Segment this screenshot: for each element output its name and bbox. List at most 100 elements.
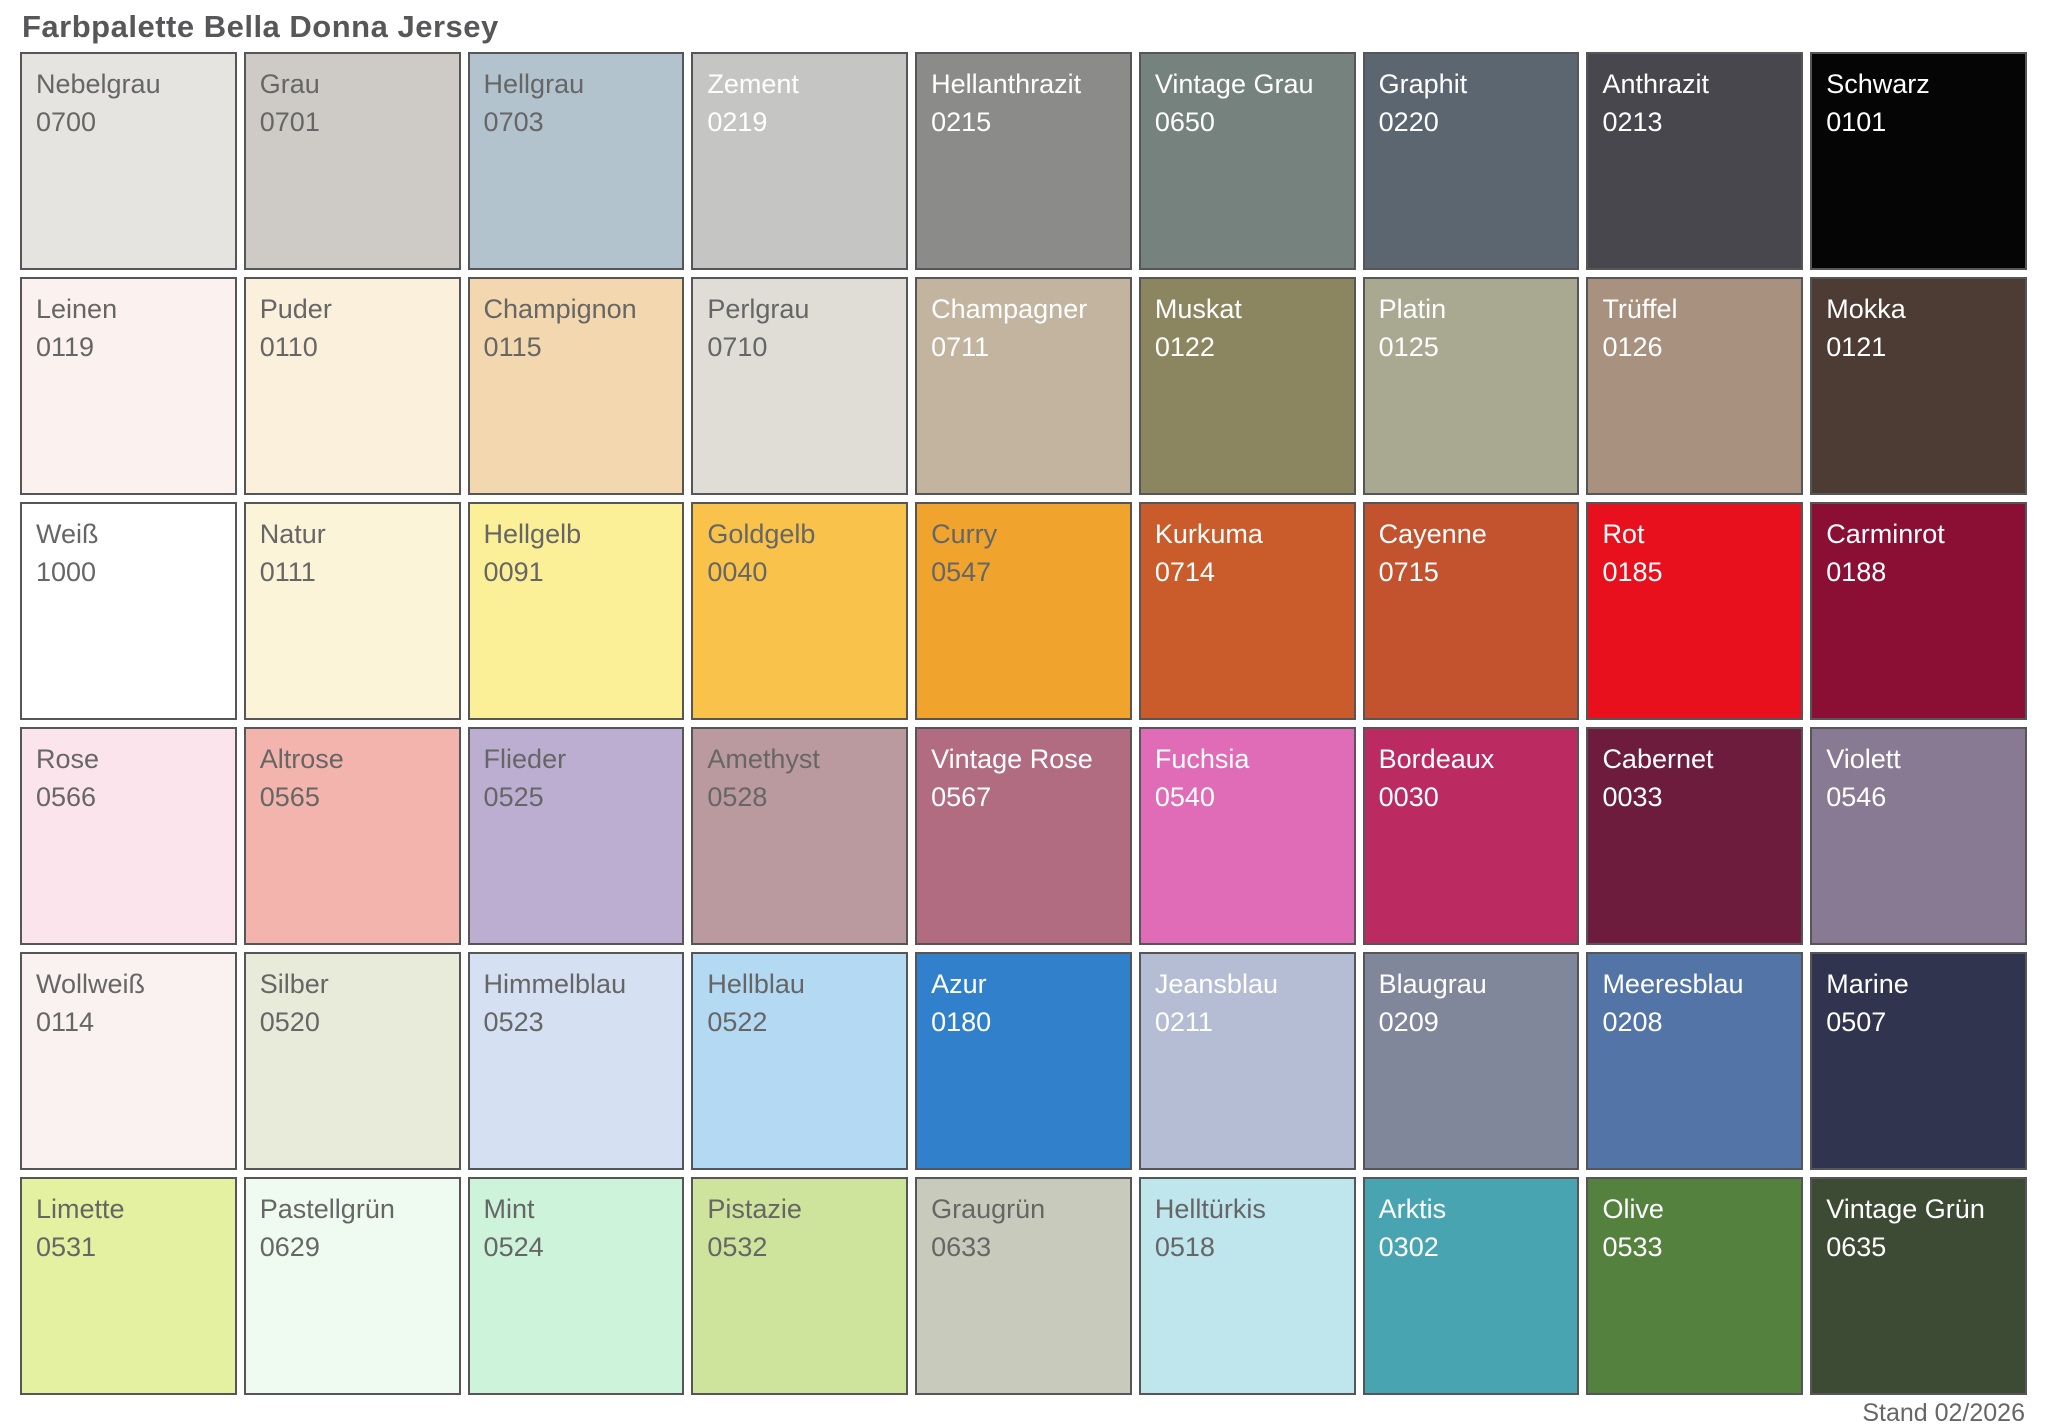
swatch-name: Champignon xyxy=(483,294,637,325)
color-swatch-rose: Rose 0566 xyxy=(20,727,237,946)
swatch-name: Hellgelb xyxy=(483,519,582,550)
swatch-name: Trüffel xyxy=(1602,294,1678,325)
swatch-name: Mint xyxy=(483,1194,535,1225)
swatch-code: 0115 xyxy=(483,331,542,362)
swatch-code: 0119 xyxy=(36,331,95,362)
swatch-name: Hellanthrazit xyxy=(931,69,1082,100)
color-swatch-nebelgrau: Nebelgrau 0700 xyxy=(20,52,237,271)
swatch-code: 0215 xyxy=(931,106,992,137)
color-swatch-bordeaux: Bordeaux 0030 xyxy=(1362,727,1580,946)
color-swatch-natur: Natur 0111 xyxy=(243,502,461,721)
color-swatch-rot: Rot 0185 xyxy=(1586,502,1804,721)
swatch-code: 0629 xyxy=(259,1231,320,1262)
color-swatch-muskat: Muskat 0122 xyxy=(1138,277,1356,496)
color-swatch-violett: Violett 0546 xyxy=(1810,727,2027,946)
swatch-code: 0701 xyxy=(259,106,320,137)
color-swatch-curry: Curry 0547 xyxy=(915,502,1132,721)
color-swatch-grau: Grau 0701 xyxy=(243,52,461,271)
color-swatch-flieder: Flieder 0525 xyxy=(467,727,685,946)
swatch-code: 0122 xyxy=(1154,331,1215,362)
color-swatch-champagner: Champagner 0711 xyxy=(915,277,1132,496)
swatch-name: Nebelgrau xyxy=(36,69,161,100)
swatch-code: 0030 xyxy=(1378,781,1439,812)
swatch-name: Meeresblau xyxy=(1602,969,1744,1000)
color-swatch-mokka: Mokka 0121 xyxy=(1810,277,2027,496)
color-swatch-azur: Azur 0180 xyxy=(915,952,1132,1171)
swatch-code: 0566 xyxy=(36,781,97,812)
color-swatch-zement: Zement 0219 xyxy=(691,52,909,271)
swatch-name: Perlgrau xyxy=(707,294,810,325)
swatch-name: Natur xyxy=(259,519,326,550)
color-swatch-amethyst: Amethyst 0528 xyxy=(691,727,909,946)
swatch-name: Amethyst xyxy=(707,744,820,775)
swatch-name: Champagner xyxy=(931,294,1088,325)
swatch-name: Cabernet xyxy=(1602,744,1714,775)
swatch-code: 0125 xyxy=(1378,331,1439,362)
color-swatch-limette: Limette 0531 xyxy=(20,1177,237,1396)
swatch-code: 0703 xyxy=(483,106,544,137)
swatch-code: 0522 xyxy=(707,1006,768,1037)
color-swatch-jeansblau: Jeansblau 0211 xyxy=(1138,952,1356,1171)
color-swatch-blaugrau: Blaugrau 0209 xyxy=(1362,952,1580,1171)
color-swatch-vintage-rose: Vintage Rose 0567 xyxy=(915,727,1132,946)
swatch-code: 0180 xyxy=(931,1006,992,1037)
swatch-code: 0715 xyxy=(1378,556,1439,587)
color-swatch-pastellgruen: Pastellgrün 0629 xyxy=(243,1177,461,1396)
swatch-code: 0525 xyxy=(483,781,544,812)
swatch-name: Hellblau xyxy=(707,969,805,1000)
swatch-code: 0040 xyxy=(707,556,768,587)
swatch-name: Rot xyxy=(1602,519,1645,550)
swatch-name: Flieder xyxy=(483,744,567,775)
color-swatch-arktis: Arktis 0302 xyxy=(1362,1177,1580,1396)
swatch-name: Helltürkis xyxy=(1154,1194,1266,1225)
swatch-name: Carminrot xyxy=(1826,519,1945,550)
swatch-code: 0565 xyxy=(259,781,320,812)
swatch-code: 0188 xyxy=(1826,556,1887,587)
color-swatch-carminrot: Carminrot 0188 xyxy=(1810,502,2027,721)
swatch-code: 0532 xyxy=(707,1231,768,1262)
swatch-name: Cayenne xyxy=(1378,519,1487,550)
swatch-name: Weiß xyxy=(36,519,99,550)
swatch-name: Zement xyxy=(707,69,799,100)
swatch-code: 0533 xyxy=(1602,1231,1663,1262)
color-swatch-trueffel: Trüffel 0126 xyxy=(1586,277,1804,496)
swatch-name: Bordeaux xyxy=(1378,744,1495,775)
color-swatch-graugruen: Graugrün 0633 xyxy=(915,1177,1132,1396)
swatch-name: Goldgelb xyxy=(707,519,816,550)
swatch-code: 0033 xyxy=(1602,781,1663,812)
palette-grid: Nebelgrau 0700 Grau 0701 Hellgrau 0703 Zement 0… xyxy=(20,52,2027,1396)
swatch-code: 0114 xyxy=(36,1006,95,1037)
swatch-name: Puder xyxy=(259,294,332,325)
swatch-code: 0185 xyxy=(1602,556,1663,587)
swatch-code: 1000 xyxy=(36,556,97,587)
color-swatch-leinen: Leinen 0119 xyxy=(20,277,237,496)
color-swatch-cayenne: Cayenne 0715 xyxy=(1362,502,1580,721)
swatch-code: 0110 xyxy=(259,331,318,362)
swatch-code: 0540 xyxy=(1154,781,1215,812)
swatch-name: Jeansblau xyxy=(1154,969,1278,1000)
swatch-name: Platin xyxy=(1378,294,1447,325)
swatch-code: 0121 xyxy=(1826,331,1887,362)
swatch-name: Curry xyxy=(931,519,998,550)
color-swatch-marine: Marine 0507 xyxy=(1810,952,2027,1171)
swatch-name: Olive xyxy=(1602,1194,1664,1225)
color-swatch-fuchsia: Fuchsia 0540 xyxy=(1138,727,1356,946)
color-swatch-olive: Olive 0533 xyxy=(1586,1177,1804,1396)
swatch-name: Violett xyxy=(1826,744,1901,775)
swatch-code: 0528 xyxy=(707,781,768,812)
swatch-code: 0209 xyxy=(1378,1006,1439,1037)
swatch-code: 0714 xyxy=(1154,556,1215,587)
color-swatch-perlgrau: Perlgrau 0710 xyxy=(691,277,909,496)
swatch-name: Schwarz xyxy=(1826,69,1930,100)
color-swatch-himmelblau: Himmelblau 0523 xyxy=(467,952,685,1171)
swatch-code: 0524 xyxy=(483,1231,544,1262)
swatch-name: Pistazie xyxy=(707,1194,802,1225)
swatch-name: Wollweiß xyxy=(36,969,146,1000)
swatch-code: 0518 xyxy=(1154,1231,1215,1262)
color-swatch-puder: Puder 0110 xyxy=(243,277,461,496)
swatch-code: 0208 xyxy=(1602,1006,1663,1037)
swatch-code: 0213 xyxy=(1602,106,1663,137)
swatch-code: 0531 xyxy=(36,1231,97,1262)
swatch-code: 0520 xyxy=(259,1006,320,1037)
